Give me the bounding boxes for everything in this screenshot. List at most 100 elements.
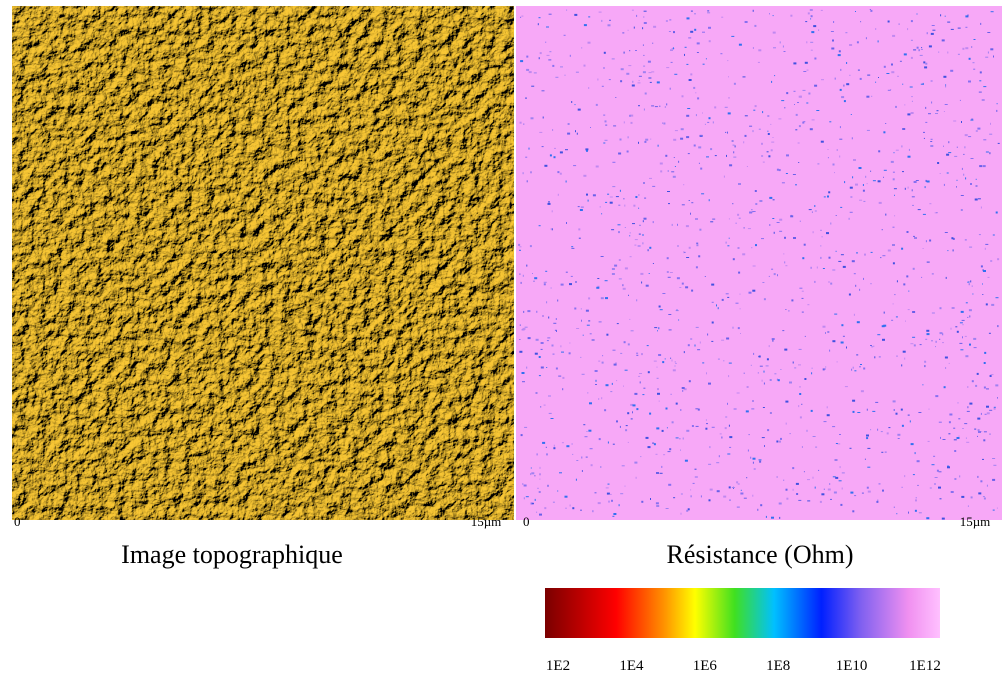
speckle xyxy=(740,333,741,334)
speckle xyxy=(668,483,672,486)
speckle xyxy=(749,211,753,214)
speckle xyxy=(757,61,760,63)
speckle xyxy=(921,47,923,49)
speckle xyxy=(761,142,763,145)
speckle xyxy=(785,309,787,310)
speckle xyxy=(640,456,642,458)
speckle xyxy=(552,64,555,67)
speckle xyxy=(533,280,535,282)
speckle xyxy=(957,27,961,29)
speckle xyxy=(799,386,801,388)
speckle xyxy=(798,125,801,128)
speckle xyxy=(965,437,967,439)
speckle xyxy=(629,235,631,237)
speckle xyxy=(925,179,927,182)
speckle xyxy=(723,495,727,498)
speckle xyxy=(591,339,595,341)
speckle xyxy=(863,367,866,370)
speckle xyxy=(577,206,580,208)
speckle xyxy=(723,360,725,362)
speckle xyxy=(943,111,945,112)
speckle xyxy=(728,237,730,239)
speckle xyxy=(771,268,774,270)
speckle xyxy=(667,276,671,278)
speckle xyxy=(810,266,812,269)
speckle xyxy=(673,138,677,141)
speckle xyxy=(580,308,582,310)
speckle xyxy=(930,138,933,140)
speckle xyxy=(968,136,972,138)
speckle xyxy=(982,294,984,295)
speckle xyxy=(754,105,757,108)
speckle xyxy=(578,228,581,231)
speckle xyxy=(728,362,732,364)
speckle xyxy=(792,467,795,470)
speckle xyxy=(520,434,523,437)
speckle xyxy=(949,413,953,416)
speckle xyxy=(849,44,853,46)
speckle xyxy=(696,244,699,247)
speckle xyxy=(810,49,813,51)
speckle xyxy=(945,367,947,369)
speckle xyxy=(964,146,966,149)
speckle xyxy=(708,199,710,202)
speckle xyxy=(680,128,684,131)
speckle xyxy=(724,427,727,430)
speckle xyxy=(944,15,946,17)
speckle xyxy=(705,427,708,430)
speckle xyxy=(921,276,923,278)
speckle xyxy=(996,103,998,105)
speckle xyxy=(817,163,820,165)
speckle xyxy=(694,13,696,15)
speckle xyxy=(649,177,652,179)
speckle xyxy=(881,451,884,453)
speckle xyxy=(574,307,577,310)
speckle xyxy=(519,339,521,340)
speckle xyxy=(993,55,994,58)
speckle xyxy=(803,243,806,246)
speckle xyxy=(866,129,870,131)
speckle xyxy=(634,239,638,241)
speckle xyxy=(985,151,989,153)
speckle xyxy=(785,488,788,491)
speckle xyxy=(740,489,742,491)
speckle xyxy=(580,206,584,208)
speckle xyxy=(983,386,986,389)
speckle xyxy=(742,76,746,78)
speckle xyxy=(943,145,944,147)
speckle xyxy=(530,473,532,476)
speckle xyxy=(728,97,730,99)
speckle xyxy=(778,502,782,505)
speckle xyxy=(862,184,864,186)
speckle xyxy=(530,171,532,174)
speckle xyxy=(878,356,881,358)
speckle xyxy=(997,258,1000,261)
speckle xyxy=(801,403,803,405)
speckle xyxy=(707,333,709,336)
speckle xyxy=(950,491,954,493)
speckle xyxy=(933,455,936,457)
speckle xyxy=(893,188,897,190)
speckle xyxy=(911,100,913,102)
speckle xyxy=(746,477,748,479)
speckle xyxy=(604,139,608,141)
speckle xyxy=(818,469,820,471)
speckle xyxy=(611,229,615,231)
speckle xyxy=(820,9,823,11)
speckle xyxy=(648,72,652,74)
speckle xyxy=(836,361,838,363)
speckle xyxy=(539,131,543,133)
speckle xyxy=(827,195,829,198)
speckle xyxy=(978,431,981,433)
speckle xyxy=(931,273,934,275)
speckle xyxy=(985,56,989,58)
speckle xyxy=(931,25,935,26)
speckle xyxy=(936,469,939,472)
speckle xyxy=(531,85,535,87)
speckle xyxy=(926,517,930,520)
speckle xyxy=(937,162,940,164)
speckle xyxy=(653,443,656,446)
speckle xyxy=(962,47,965,50)
speckle xyxy=(594,492,597,494)
speckle xyxy=(748,434,750,436)
